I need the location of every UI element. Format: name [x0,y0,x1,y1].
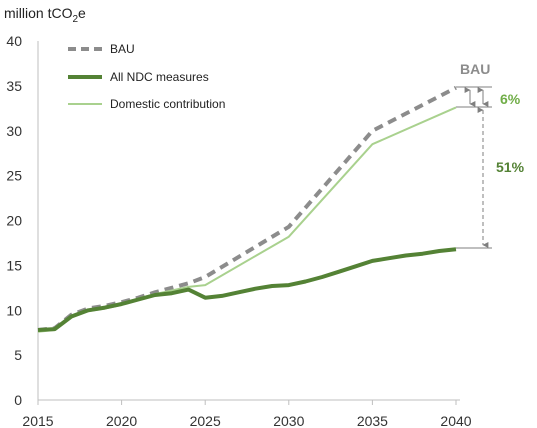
x-tick-label: 2030 [273,413,304,428]
legend-label-bau: BAU [110,42,135,56]
bau-annotation-label: BAU [460,61,490,77]
x-tick-marks [37,400,457,405]
legend-label-domestic: Domestic contribution [110,97,225,111]
y-tick-label: 5 [14,347,22,363]
series-line-all-ndc-measures [37,247,457,332]
y-tick-label: 10 [6,302,22,318]
y-tick-labels: 0 5 10 15 20 25 30 35 40 [6,33,22,408]
domestic-gap-label: 6% [500,91,521,107]
series-lines [37,85,457,333]
y-tick-label: 0 [14,392,22,408]
y-tick-label: 20 [6,213,22,229]
y-tick-label: 25 [6,168,22,184]
y-tick-label: 40 [6,33,22,49]
y-axis-label: million tCO2e [4,5,86,25]
ndc-gap-label: 51% [496,159,525,175]
series-line-domestic-contribution [37,106,457,333]
legend-label-ndc: All NDC measures [110,70,209,84]
y-tick-label: 15 [6,257,22,273]
x-tick-label: 2020 [106,413,137,428]
y-tick-label: 35 [6,78,22,94]
annotations: BAU 6% 51% [456,61,525,249]
x-tick-label: 2035 [357,413,388,428]
x-tick-label: 2040 [440,413,471,428]
y-tick-label: 30 [6,123,22,139]
x-tick-label: 2015 [22,413,53,428]
series-line-bau [37,85,457,332]
legend: BAU All NDC measures Domestic contributi… [68,42,225,111]
x-tick-label: 2025 [190,413,221,428]
x-tick-labels: 2015 2020 2025 2030 2035 2040 [22,413,471,428]
